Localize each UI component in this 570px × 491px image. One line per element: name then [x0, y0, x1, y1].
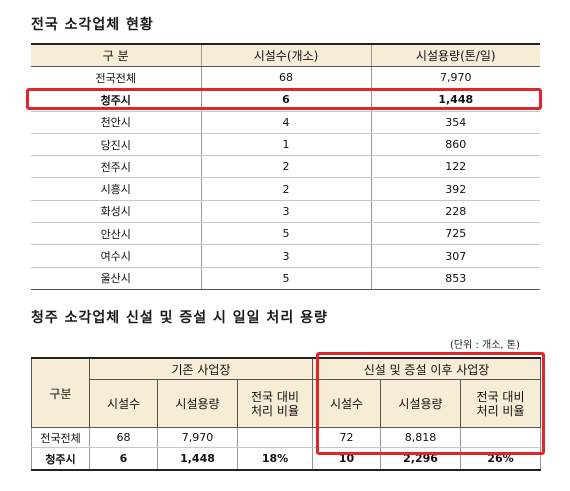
- header-capacity: 시설용량(톤/일): [370, 43, 540, 67]
- table-row-highlighted: 청주시 6 1,448: [31, 88, 540, 112]
- table-row: 전국전체 68 7,970: [31, 66, 540, 90]
- row-name: 여수시: [31, 244, 201, 268]
- table2-title: 청주 소각업체 신설 및 증설 시 일일 처리 용량: [31, 310, 328, 326]
- table-row: 전국전체 68 7,970 72 8,818: [31, 427, 542, 448]
- row-capacity: 1,448: [370, 88, 540, 112]
- row-name: 전주시: [31, 155, 201, 179]
- table-row: 여수시 3 307: [31, 244, 540, 268]
- row-name: 천안시: [31, 111, 201, 134]
- row-count: 1: [200, 133, 371, 157]
- header-after-ratio: 전국 대비 처리 비율: [460, 379, 542, 428]
- row-capacity: 860: [370, 133, 540, 157]
- table-row: 당진시 1 860: [31, 133, 540, 157]
- header-category: 구 분: [31, 43, 201, 67]
- ratio-line2: 처리 비율: [251, 403, 299, 418]
- ratio-line1: 전국 대비: [476, 389, 525, 404]
- row-name: 청주시: [31, 88, 201, 112]
- row-capacity: 853: [370, 267, 540, 290]
- row-existing-ratio: [236, 427, 314, 448]
- header-existing-group: 기존 사업장: [88, 357, 314, 380]
- header-existing-count: 시설수: [89, 379, 158, 428]
- table-header-row: 구 분 시설수(개소) 시설용량(톤/일): [31, 43, 540, 67]
- row-after-count: 72: [312, 427, 382, 448]
- header-after-group: 신설 및 증설 이후 사업장: [312, 357, 542, 380]
- row-count: 68: [200, 66, 371, 90]
- row-existing-capacity: 7,970: [157, 427, 238, 448]
- header-after-capacity: 시설용량: [380, 379, 462, 428]
- row-existing-capacity: 1,448: [157, 447, 238, 471]
- table-row: 천안시 4 354: [31, 111, 540, 134]
- highlight-box-cheongju-row: [26, 88, 542, 110]
- row-count: 2: [200, 155, 371, 179]
- row-name: 화성시: [31, 200, 201, 224]
- row-name: 전국전체: [31, 66, 201, 90]
- row-name: 청주시: [31, 447, 90, 471]
- row-capacity: 228: [370, 200, 540, 224]
- row-capacity: 122: [370, 155, 540, 179]
- row-after-ratio: [460, 427, 542, 448]
- row-count: 2: [200, 177, 371, 201]
- row-count: 4: [200, 111, 371, 134]
- row-existing-count: 6: [89, 447, 158, 471]
- unit-note: (단위 : 개소, 톤): [450, 340, 520, 351]
- table-row: 시흥시 2 392: [31, 177, 540, 201]
- row-count: 5: [200, 267, 371, 290]
- row-count: 3: [200, 244, 371, 268]
- row-capacity: 7,970: [370, 66, 540, 90]
- table-row: 전주시 2 122: [31, 155, 540, 179]
- row-name: 울산시: [31, 267, 201, 290]
- header-count: 시설수(개소): [200, 43, 371, 67]
- row-name: 안산시: [31, 222, 201, 246]
- table-row: 안산시 5 725: [31, 222, 540, 246]
- table-row: 화성시 3 228: [31, 200, 540, 224]
- header-after-count: 시설수: [312, 379, 382, 428]
- row-capacity: 392: [370, 177, 540, 201]
- ratio-line1: 전국 대비: [251, 389, 299, 404]
- table-group-header-row: 구분 기존 사업장 신설 및 증설 이후 사업장: [31, 357, 542, 428]
- header-existing-ratio: 전국 대비 처리 비율: [236, 379, 314, 428]
- header-existing-capacity: 시설용량: [157, 379, 238, 428]
- ratio-line2: 처리 비율: [476, 403, 525, 418]
- table1-title: 전국 소각업체 현황: [31, 17, 154, 33]
- row-existing-ratio: 18%: [236, 447, 314, 471]
- row-name: 당진시: [31, 133, 201, 157]
- row-count: 3: [200, 200, 371, 224]
- header-category: 구분: [31, 357, 90, 428]
- facility-status-table: 구 분 시설수(개소) 시설용량(톤/일) 전국전체 68 7,970 청주시 6 1,…: [31, 43, 540, 290]
- table-sub-header-row: 시설수 시설용량 전국 대비 처리 비율 시설수 시설용량 전국 대비 처리 비율: [32, 379, 542, 428]
- row-capacity: 354: [370, 111, 540, 134]
- capacity-comparison-table: 구분 기존 사업장 신설 및 증설 이후 사업장 시설수 시설용량 전국 대비 처…: [31, 357, 542, 471]
- row-count: 5: [200, 222, 371, 246]
- row-name: 전국전체: [31, 427, 90, 448]
- row-name: 시흥시: [31, 177, 201, 201]
- table-row: 울산시 5 853: [31, 267, 540, 290]
- row-capacity: 307: [370, 244, 540, 268]
- highlight-box-after-columns: [316, 352, 545, 455]
- row-capacity: 725: [370, 222, 540, 246]
- row-existing-count: 68: [89, 427, 158, 448]
- row-count: 6: [200, 88, 371, 112]
